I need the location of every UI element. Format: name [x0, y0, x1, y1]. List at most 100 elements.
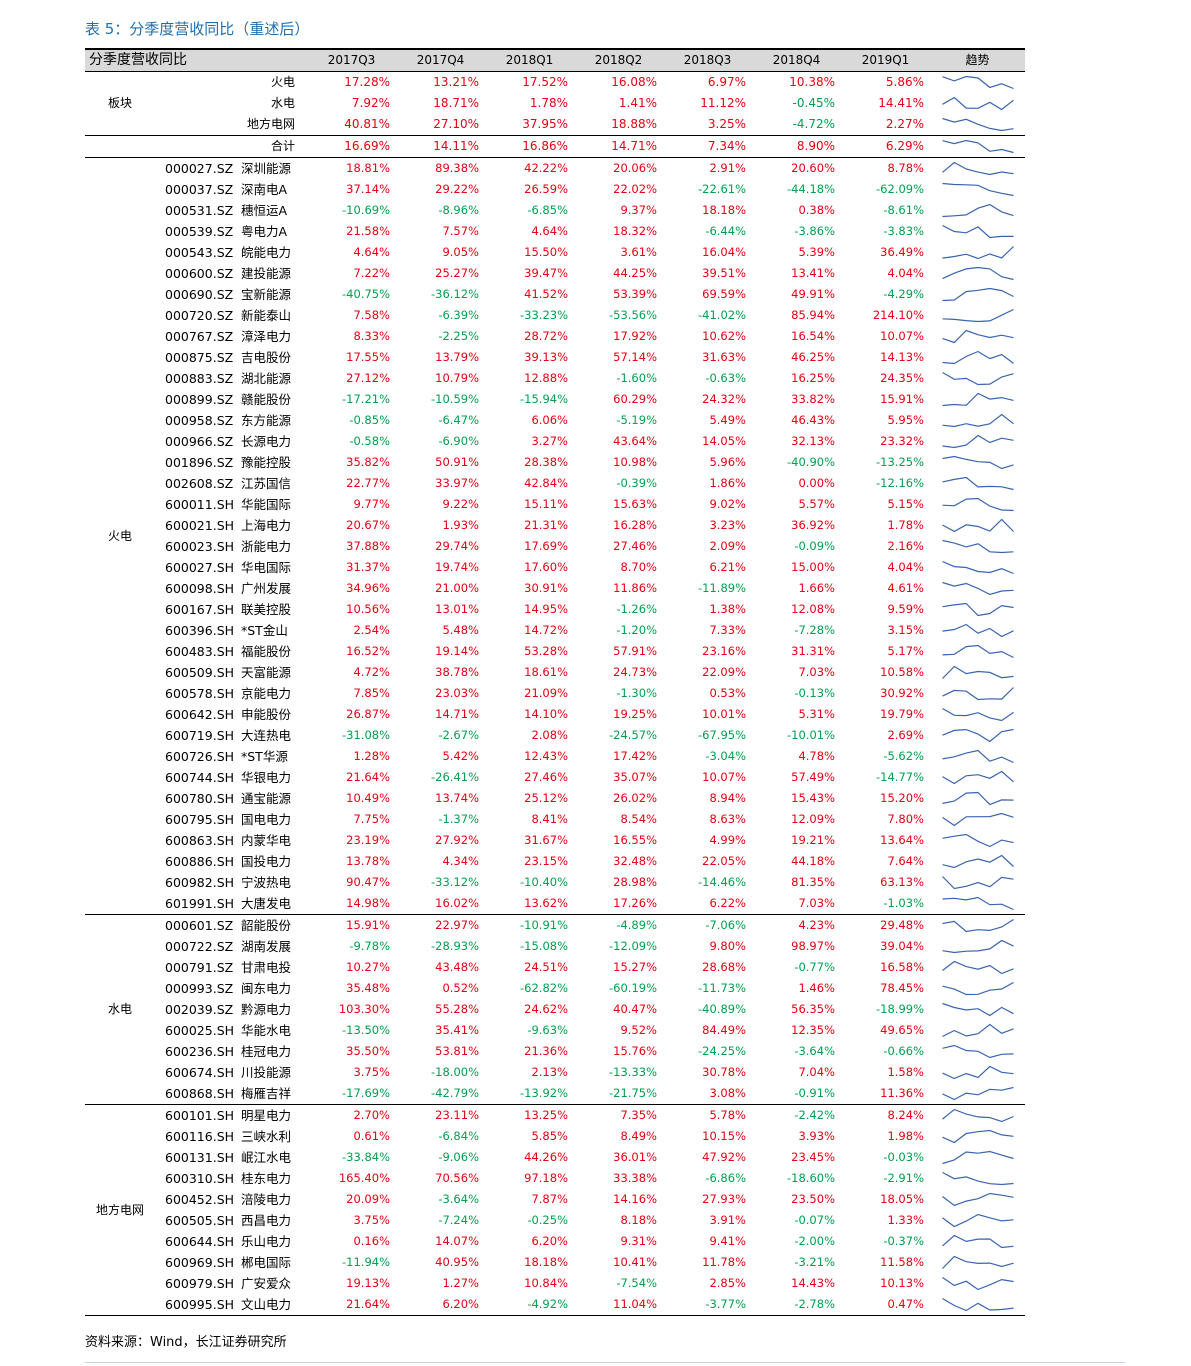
company-name: 川投能源	[241, 1065, 292, 1080]
value-cell: 14.13%	[880, 350, 924, 364]
sector-name: 火电	[270, 75, 295, 89]
company-row: 600578.SH 京能电力 7.85% 23.03% 21.09% -1.30% 0.53…	[85, 683, 1025, 704]
trend-sparkline	[941, 939, 1014, 954]
header-quarter: 2017Q4	[396, 48, 485, 72]
value-cell: 2.69%	[887, 728, 924, 742]
stock-code: 000875.SZ	[165, 350, 234, 365]
sparkline-path	[941, 1234, 1014, 1249]
trend-cell	[930, 536, 1025, 557]
trend-sparkline	[941, 1297, 1014, 1312]
value-cell: 14.95%	[524, 602, 568, 616]
company-name: 漳泽电力	[241, 329, 292, 344]
company-name: 联美控股	[241, 602, 292, 617]
value-cell: 10.41%	[613, 1255, 657, 1269]
value-cell: -14.46%	[698, 875, 746, 889]
sparkline-path	[941, 749, 1014, 764]
value-cell: 1.78%	[887, 518, 924, 532]
value-cell: -62.82%	[520, 981, 568, 995]
stock-code: 600795.SH	[165, 812, 235, 827]
value-cell: 10.07%	[702, 770, 746, 784]
value-cell: -6.84%	[438, 1129, 479, 1143]
bottom-divider	[85, 1362, 1125, 1363]
value-cell: 7.03%	[752, 893, 841, 915]
sparkline-path	[941, 1129, 1014, 1144]
value-cell: 17.26%	[574, 893, 663, 915]
value-cell: 19.13%	[346, 1276, 390, 1290]
sparkline-path	[941, 246, 1014, 260]
value-cell: -4.92%	[485, 1294, 574, 1316]
company-name: 东方能源	[241, 413, 292, 428]
trend-cell	[930, 1105, 1025, 1127]
value-cell: 15.27%	[613, 960, 657, 974]
value-cell: -22.61%	[698, 182, 746, 196]
value-cell: 13.74%	[435, 791, 479, 805]
stock-code: 600116.SH	[165, 1129, 235, 1144]
value-cell: 90.47%	[346, 875, 390, 889]
trend-sparkline	[941, 117, 1014, 132]
value-cell: 4.64%	[531, 224, 568, 238]
value-cell: -7.06%	[705, 918, 746, 932]
value-cell: 36.92%	[791, 518, 835, 532]
value-cell: 16.02%	[396, 893, 485, 915]
value-cell: 4.04%	[887, 266, 924, 280]
value-cell: 10.58%	[880, 665, 924, 679]
value-cell: 39.13%	[524, 350, 568, 364]
trend-sparkline	[941, 1108, 1014, 1123]
value-cell: 13.01%	[435, 602, 479, 616]
value-cell: 10.38%	[789, 75, 835, 89]
value-cell: 8.24%	[887, 1108, 924, 1122]
total-name: 合计	[155, 135, 307, 158]
source-note: 资料来源：Wind，长江证券研究所	[85, 1335, 287, 1350]
trend-cell	[930, 494, 1025, 515]
stock-code: 600644.SH	[165, 1234, 235, 1249]
value-cell: 7.85%	[353, 686, 390, 700]
value-cell: 0.00%	[798, 476, 835, 490]
stock-code: 000791.SZ	[165, 960, 234, 975]
trend-sparkline	[941, 665, 1014, 679]
sparkline-path	[941, 350, 1014, 365]
value-cell: 103.30%	[338, 1002, 390, 1016]
sparkline-path	[941, 1171, 1014, 1186]
company-row: 600483.SH 福能股份 16.52% 19.14% 53.28% 57.91% 23.…	[85, 641, 1025, 662]
value-cell: 7.87%	[531, 1192, 568, 1206]
company-row: 600310.SH 桂东电力 165.40% 70.56% 97.18% 33.38% -6…	[85, 1168, 1025, 1189]
sparkline-path	[941, 1065, 1014, 1080]
stock-code: 000037.SZ	[165, 182, 234, 197]
sparkline-path	[941, 687, 1014, 701]
value-cell: -0.63%	[705, 371, 746, 385]
value-cell: 16.28%	[613, 518, 657, 532]
value-cell: 15.91%	[346, 918, 390, 932]
trend-cell	[930, 746, 1025, 767]
value-cell: 50.91%	[435, 455, 479, 469]
trend-cell	[930, 704, 1025, 725]
company-name: 郴电国际	[241, 1255, 292, 1270]
value-cell: 8.49%	[620, 1129, 657, 1143]
company-name: 大唐发电	[235, 893, 307, 915]
sector-name: 地方电网	[155, 114, 307, 136]
value-cell: 22.02%	[613, 182, 657, 196]
sparkline-path	[941, 939, 1014, 954]
header-quarter: 2018Q3	[663, 48, 752, 72]
value-cell: -12.16%	[876, 476, 924, 490]
trend-cell	[930, 221, 1025, 242]
value-cell: 56.35%	[791, 1002, 835, 1016]
stock-code: 000690.SZ	[165, 287, 234, 302]
value-cell: 6.06%	[531, 413, 568, 427]
value-cell: 26.59%	[524, 182, 568, 196]
value-cell: 28.98%	[613, 875, 657, 889]
trend-sparkline	[941, 371, 1014, 386]
value-cell: 18.18%	[702, 203, 746, 217]
company-name: 大连热电	[241, 728, 292, 743]
value-cell: 46.25%	[791, 350, 835, 364]
sparkline-path	[941, 918, 1014, 933]
value-cell: -6.39%	[438, 308, 479, 322]
value-cell: 6.20%	[396, 1294, 485, 1316]
value-cell: -0.85%	[349, 413, 390, 427]
company-name: 深圳能源	[241, 161, 292, 176]
stock-code: 600863.SH	[165, 833, 235, 848]
stock-code: 601991.SH	[155, 893, 235, 915]
value-cell: -3.64%	[438, 1192, 479, 1206]
value-cell: 34.96%	[346, 581, 390, 595]
value-cell: 9.77%	[353, 497, 390, 511]
company-name: 上海电力	[241, 518, 292, 533]
